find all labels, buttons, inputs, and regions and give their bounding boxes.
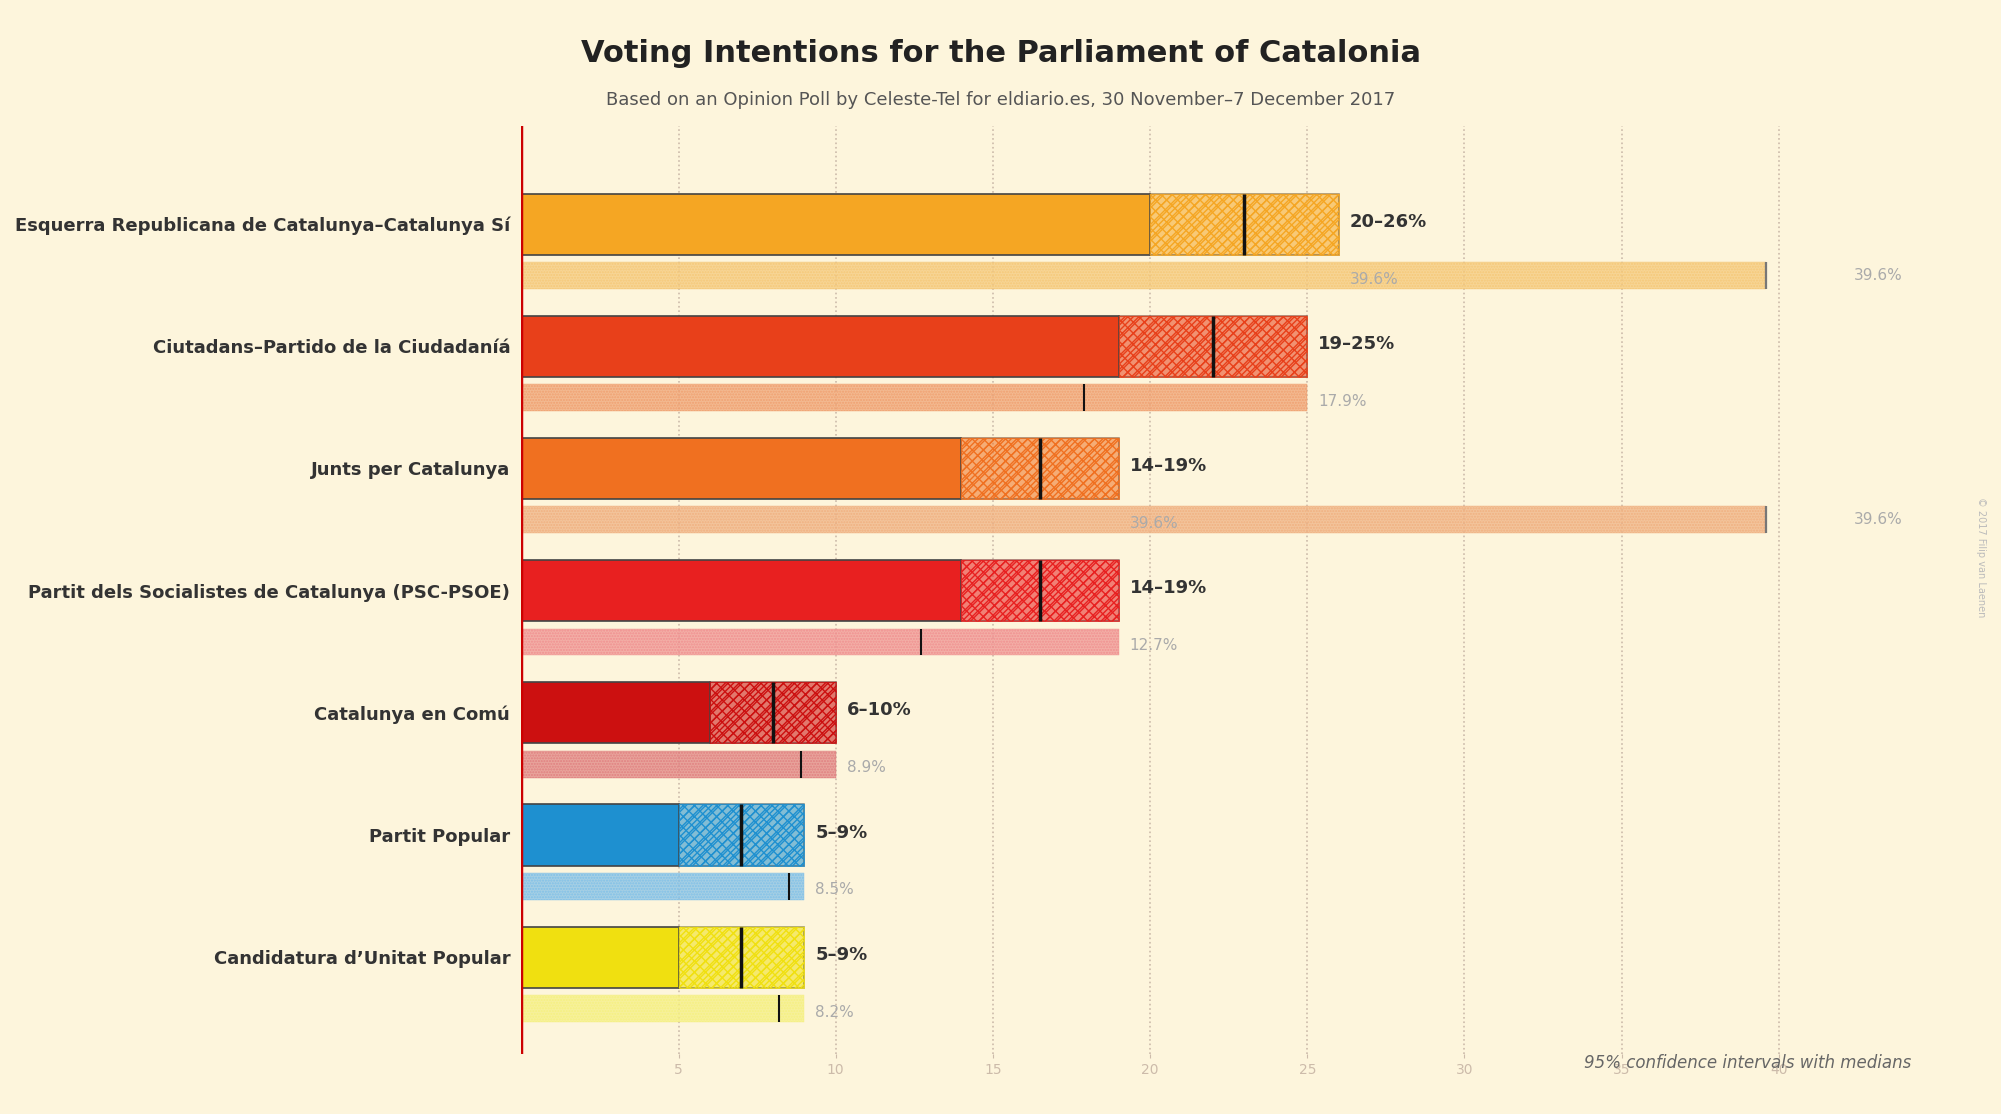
Bar	[522, 628, 1119, 655]
Text: 17.9%: 17.9%	[1319, 393, 1367, 409]
Bar	[678, 927, 804, 988]
Bar	[960, 438, 1119, 499]
Bar	[522, 995, 804, 1022]
Bar	[522, 262, 1767, 289]
Bar	[522, 438, 960, 499]
Bar	[522, 194, 1151, 255]
Bar	[1151, 194, 1339, 255]
Bar	[522, 315, 1119, 377]
Bar	[522, 262, 1767, 289]
Text: 39.6%: 39.6%	[1855, 268, 1903, 283]
Bar	[522, 995, 804, 1022]
Bar	[960, 560, 1119, 622]
Bar	[522, 751, 836, 778]
Bar	[1119, 315, 1307, 377]
Bar	[678, 927, 804, 988]
Text: 14–19%: 14–19%	[1131, 457, 1207, 475]
Bar	[678, 804, 804, 866]
Bar	[522, 804, 678, 866]
Bar	[522, 682, 710, 743]
Bar	[1151, 194, 1339, 255]
Text: 20–26%: 20–26%	[1351, 213, 1427, 231]
Bar	[1151, 194, 1339, 255]
Text: 39.6%: 39.6%	[1855, 512, 1903, 527]
Bar	[710, 682, 836, 743]
Text: Voting Intentions for the Parliament of Catalonia: Voting Intentions for the Parliament of …	[580, 39, 1421, 68]
Text: 5–9%: 5–9%	[814, 946, 868, 964]
Bar	[710, 682, 836, 743]
Text: 8.9%: 8.9%	[846, 761, 886, 775]
Bar	[710, 682, 836, 743]
Text: 6–10%: 6–10%	[846, 702, 912, 720]
Bar	[522, 628, 1119, 655]
Bar	[960, 438, 1119, 499]
Bar	[522, 507, 1767, 534]
Bar	[522, 873, 804, 900]
Bar	[960, 560, 1119, 622]
Bar	[1119, 315, 1307, 377]
Text: 8.2%: 8.2%	[814, 1005, 854, 1019]
Bar	[678, 927, 804, 988]
Text: 39.6%: 39.6%	[1131, 516, 1179, 531]
Bar	[522, 560, 960, 622]
Text: © 2017 Filip van Laenen: © 2017 Filip van Laenen	[1977, 497, 1985, 617]
Text: Based on an Opinion Poll by Celeste-Tel for eldiario.es, 30 November–7 December : Based on an Opinion Poll by Celeste-Tel …	[606, 91, 1395, 109]
Text: 39.6%: 39.6%	[1351, 272, 1399, 286]
Text: 12.7%: 12.7%	[1131, 638, 1179, 653]
Bar	[522, 384, 1307, 411]
Text: 8.5%: 8.5%	[814, 882, 854, 898]
Bar	[522, 751, 836, 778]
Text: 19–25%: 19–25%	[1319, 335, 1395, 353]
Bar	[522, 927, 678, 988]
Text: 95% confidence intervals with medians: 95% confidence intervals with medians	[1583, 1054, 1911, 1072]
Bar	[960, 438, 1119, 499]
Bar	[1119, 315, 1307, 377]
Bar	[678, 804, 804, 866]
Bar	[522, 873, 804, 900]
Bar	[522, 384, 1307, 411]
Text: 5–9%: 5–9%	[814, 823, 868, 841]
Bar	[960, 560, 1119, 622]
Bar	[678, 804, 804, 866]
Bar	[522, 507, 1767, 534]
Text: 14–19%: 14–19%	[1131, 579, 1207, 597]
